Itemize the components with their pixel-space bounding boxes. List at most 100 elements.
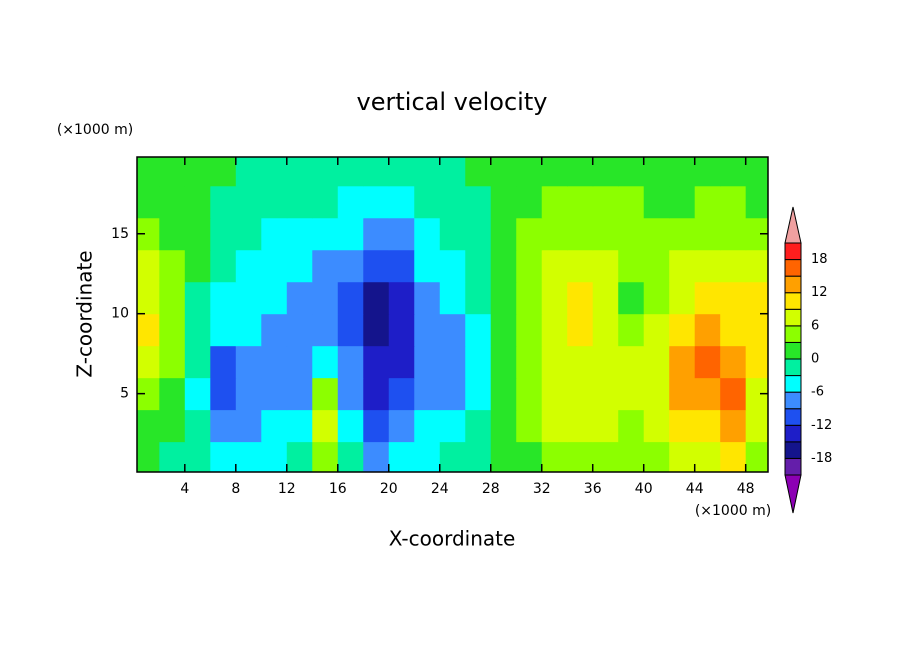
x-tick-label: 4	[180, 481, 189, 497]
contour-cell	[618, 281, 645, 315]
contour-cell	[669, 157, 696, 187]
contour-cell	[312, 185, 339, 219]
contour-cell	[592, 249, 619, 283]
colorbar-label: 0	[811, 352, 819, 367]
contour-cell	[694, 157, 721, 187]
contour-cell	[516, 185, 543, 219]
contour-cell	[541, 157, 568, 187]
contour-cell	[745, 441, 768, 472]
contour-cell	[490, 313, 517, 347]
contour-cell	[363, 345, 390, 379]
contour-cell	[388, 281, 415, 315]
contour-cell	[516, 313, 543, 347]
contour-cell	[745, 185, 768, 219]
contour-cell	[490, 217, 517, 251]
contour-cell	[210, 157, 237, 187]
contour-cell	[439, 281, 466, 315]
contour-cell	[490, 345, 517, 379]
contour-cell	[516, 281, 543, 315]
contour-cell	[184, 281, 211, 315]
colorbar-triangle	[784, 206, 802, 244]
contour-cell	[720, 217, 747, 251]
contour-cell	[643, 281, 670, 315]
contour-cell	[439, 377, 466, 411]
contour-cell	[137, 281, 160, 315]
contour-cell	[465, 217, 492, 251]
contour-cell	[643, 377, 670, 411]
contour-cell	[235, 249, 262, 283]
contour-cell	[567, 441, 594, 472]
contour-cell	[669, 345, 696, 379]
contour-cell	[235, 409, 262, 443]
contour-cell	[159, 345, 186, 379]
contour-cell	[312, 313, 339, 347]
contour-cell	[643, 345, 670, 379]
contour-cell	[643, 249, 670, 283]
contour-cell	[567, 157, 594, 187]
colorbar-box	[784, 275, 802, 294]
contour-cell	[694, 249, 721, 283]
contour-cell	[414, 377, 441, 411]
contour-cell	[137, 157, 160, 187]
contour-cell	[541, 313, 568, 347]
y-tick-label: 5	[120, 386, 129, 402]
contour-cell	[210, 313, 237, 347]
x-tick-label: 28	[482, 481, 500, 497]
contour-cell	[210, 185, 237, 219]
contour-cell	[286, 441, 313, 472]
contour-cell	[235, 313, 262, 347]
contour-cell	[388, 217, 415, 251]
contour-cell	[388, 345, 415, 379]
contour-cell	[694, 217, 721, 251]
contour-cell	[312, 409, 339, 443]
colorbar-box	[784, 457, 802, 476]
contour-cell	[490, 377, 517, 411]
contour-cell	[312, 377, 339, 411]
contour-cell	[465, 409, 492, 443]
x-tick-label: 20	[380, 481, 398, 497]
contour-cell	[235, 377, 262, 411]
colorbar-label: -18	[811, 451, 832, 466]
contour-cell	[312, 157, 339, 187]
contour-cell	[439, 345, 466, 379]
contour-cell	[592, 185, 619, 219]
contour-cell	[720, 249, 747, 283]
contour-cell	[745, 249, 768, 283]
contour-cell	[388, 249, 415, 283]
contour-cell	[388, 409, 415, 443]
y-unit: (×1000 m)	[57, 122, 133, 138]
contour-cell	[261, 157, 288, 187]
contour-cell	[465, 377, 492, 411]
colorbar-label: 18	[811, 252, 828, 267]
contour-cell	[184, 217, 211, 251]
contour-cell	[414, 313, 441, 347]
contour-cell	[694, 441, 721, 472]
contour-cell	[643, 157, 670, 187]
contour-cell	[592, 281, 619, 315]
contour-cell	[592, 409, 619, 443]
contour-cell	[643, 409, 670, 443]
contour-cell	[465, 157, 492, 187]
contour-cell	[745, 313, 768, 347]
contour-cell	[567, 185, 594, 219]
contour-cell	[490, 157, 517, 187]
contour-cell	[388, 185, 415, 219]
contour-cell	[618, 441, 645, 472]
contour-cell	[669, 217, 696, 251]
contour-cell	[184, 409, 211, 443]
contour-cell	[694, 377, 721, 411]
chart-title: vertical velocity	[357, 88, 548, 116]
contour-cell	[490, 441, 517, 472]
contour-cell	[541, 281, 568, 315]
contour-cell	[286, 345, 313, 379]
contour-cell	[184, 157, 211, 187]
contour-cell	[235, 157, 262, 187]
contour-cell	[694, 409, 721, 443]
contour-cell	[592, 345, 619, 379]
contour-cell	[337, 409, 364, 443]
contour-cell	[286, 157, 313, 187]
contour-cell	[592, 377, 619, 411]
contour-cell	[337, 217, 364, 251]
contour-cell	[184, 313, 211, 347]
